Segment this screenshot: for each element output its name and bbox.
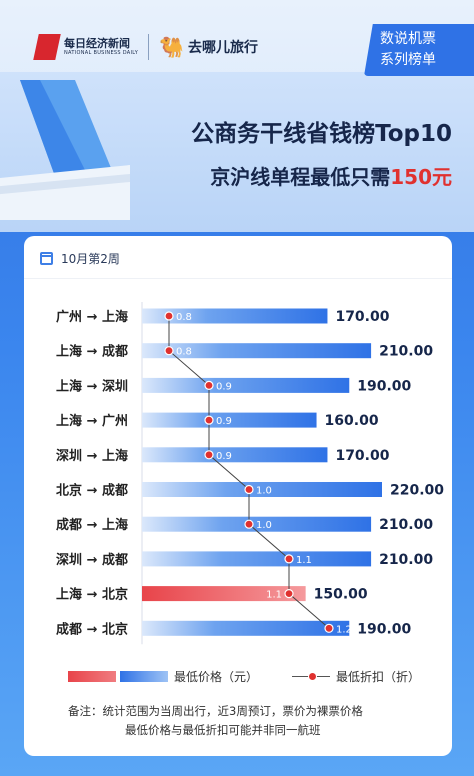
route-label: 上海 → 北京 bbox=[56, 587, 128, 603]
discount-point bbox=[204, 415, 214, 425]
price-value-label: 170.00 bbox=[335, 309, 389, 325]
discount-value-label: 0.9 bbox=[216, 381, 232, 392]
page-title: 公商务干线省钱榜Top10 bbox=[191, 121, 452, 147]
week-indicator: 10月第2周 bbox=[40, 250, 120, 267]
price-value-label: 170.00 bbox=[335, 448, 389, 464]
discount-value-label: 1.1 bbox=[266, 590, 282, 601]
discount-point bbox=[204, 450, 214, 460]
subtitle-price: 150元 bbox=[390, 165, 452, 189]
series-tag-line1: 数说机票 bbox=[380, 31, 436, 47]
qunar-brand-name: 去哪儿旅行 bbox=[188, 40, 258, 56]
footnote-line2: 最低价格与最低折扣可能并非同一航班 bbox=[125, 723, 321, 737]
week-label: 10月第2周 bbox=[61, 252, 120, 266]
discount-value-label: 0.9 bbox=[216, 451, 232, 462]
price-bar bbox=[142, 482, 382, 497]
page-subtitle: 京沪线单程最低只需150元 bbox=[210, 161, 452, 190]
price-value-label: 210.00 bbox=[379, 517, 433, 533]
route-label: 广州 → 上海 bbox=[56, 309, 128, 325]
price-value-label: 210.00 bbox=[379, 552, 433, 568]
discount-point bbox=[244, 519, 254, 529]
discount-point bbox=[284, 589, 294, 599]
logo-divider bbox=[148, 34, 150, 60]
series-tag: 数说机票 系列榜单 bbox=[364, 24, 474, 76]
discount-value-label: 1.2 bbox=[336, 624, 352, 635]
price-bar bbox=[142, 377, 350, 393]
discount-value-label: 1.0 bbox=[256, 486, 272, 497]
price-value-label: 190.00 bbox=[357, 378, 411, 394]
footnote: 备注：统计范围为当周出行，近3周预订，票价为裸票价格 最低价格与最低折扣可能并非… bbox=[68, 702, 438, 740]
chart-card: 10月第2周 广州 → 上海 170.00 上海 → 成都 210.00 上海 → 深圳… bbox=[24, 236, 452, 756]
discount-value-label: 0.8 bbox=[176, 347, 192, 358]
price-bar bbox=[142, 412, 317, 428]
route-label: 上海 → 广州 bbox=[56, 413, 128, 429]
nbd-brand-en: NATIONAL BUSINESS DAILY bbox=[64, 50, 139, 56]
discount-point bbox=[284, 554, 294, 564]
legend-price-label: 最低价格（元） bbox=[174, 670, 259, 684]
price-bar bbox=[142, 343, 372, 359]
discount-point bbox=[244, 484, 254, 495]
nbd-brand-name: 每日经济新闻 bbox=[64, 37, 130, 50]
price-bar bbox=[142, 586, 306, 602]
calendar-icon bbox=[40, 252, 53, 265]
discount-value-label: 1.1 bbox=[296, 555, 312, 566]
divider bbox=[24, 278, 452, 279]
route-label: 成都 → 上海 bbox=[56, 517, 128, 533]
price-bar bbox=[142, 551, 372, 567]
footnote-line1: 备注：统计范围为当周出行，近3周预订，票价为裸票价格 bbox=[68, 704, 363, 718]
legend-dot-swatch bbox=[308, 672, 317, 681]
brand-logos: 每日经济新闻 NATIONAL BUSINESS DAILY 🐫 去哪儿旅行 bbox=[33, 34, 258, 60]
route-label: 深圳 → 上海 bbox=[56, 448, 128, 464]
discount-point bbox=[324, 623, 334, 633]
nbd-logo-icon bbox=[33, 34, 61, 60]
discount-value-label: 1.0 bbox=[256, 520, 272, 531]
chart-legend: 最低价格（元） 最低折扣（折） bbox=[24, 666, 452, 686]
subtitle-prefix: 京沪线单程最低只需 bbox=[210, 165, 391, 189]
discount-line bbox=[168, 316, 330, 629]
price-value-label: 160.00 bbox=[325, 413, 379, 429]
price-value-label: 190.00 bbox=[357, 621, 411, 637]
airplane-illustration bbox=[0, 80, 130, 220]
price-value-label: 220.00 bbox=[390, 483, 444, 499]
route-label: 深圳 → 成都 bbox=[56, 552, 128, 568]
series-tag-line2: 系列榜单 bbox=[380, 52, 436, 68]
price-bar bbox=[142, 447, 328, 463]
price-value-label: 210.00 bbox=[379, 344, 433, 360]
price-bar bbox=[142, 308, 328, 324]
route-price-chart: 广州 → 上海 170.00 上海 → 成都 210.00 上海 → 深圳 190.00 上… bbox=[56, 302, 444, 645]
price-value-label: 150.00 bbox=[314, 587, 368, 603]
legend-swatch-highlight bbox=[68, 671, 116, 682]
header-banner: 每日经济新闻 NATIONAL BUSINESS DAILY 🐫 去哪儿旅行 数… bbox=[0, 0, 474, 232]
discount-value-label: 0.9 bbox=[216, 416, 232, 427]
price-bar bbox=[142, 620, 350, 636]
discount-value-label: 0.8 bbox=[176, 312, 192, 323]
route-label: 上海 → 深圳 bbox=[56, 378, 128, 394]
route-label: 成都 → 北京 bbox=[56, 621, 128, 637]
discount-point bbox=[164, 346, 174, 356]
price-bar bbox=[142, 516, 372, 532]
discount-point bbox=[164, 311, 174, 321]
route-label: 北京 → 成都 bbox=[56, 483, 128, 499]
legend-discount-label: 最低折扣（折） bbox=[336, 670, 421, 684]
route-label: 上海 → 成都 bbox=[56, 344, 128, 360]
legend-swatch-price bbox=[120, 671, 168, 682]
camel-icon: 🐫 bbox=[159, 35, 184, 59]
discount-point bbox=[204, 380, 214, 390]
